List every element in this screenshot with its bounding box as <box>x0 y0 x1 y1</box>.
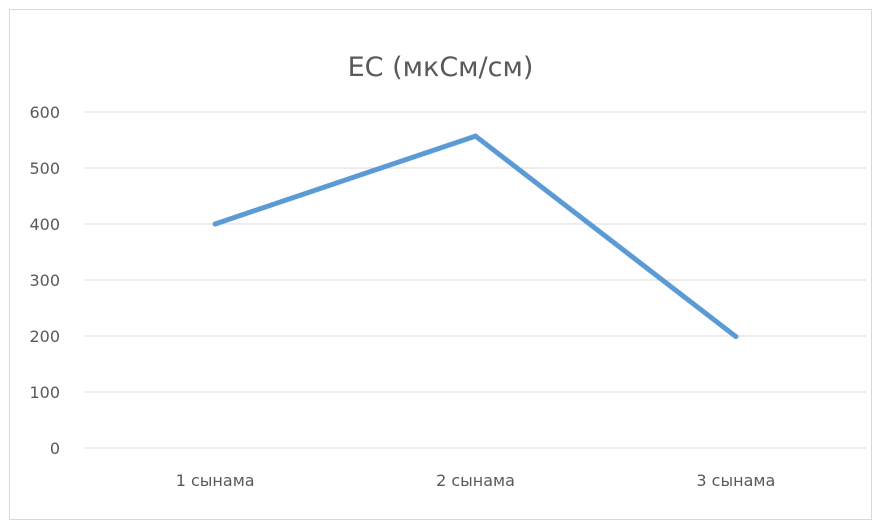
y-tick-label-400: 400 <box>29 215 60 234</box>
data-point-1 <box>212 221 218 227</box>
series-layer <box>212 133 739 340</box>
y-tick-label-600: 600 <box>29 103 60 122</box>
y-tick-label-300: 300 <box>29 271 60 290</box>
data-point-3 <box>733 334 739 340</box>
chart-area: EC (мкСм/см) <box>9 9 872 520</box>
y-tick-label-500: 500 <box>29 159 60 178</box>
y-tick-label-0: 0 <box>50 439 60 458</box>
x-tick-label-2: 2 сынама <box>436 471 515 490</box>
chart-title: EC (мкСм/см) <box>347 52 534 83</box>
y-tick-label-100: 100 <box>29 383 60 402</box>
gridlines <box>85 111 866 449</box>
x-axis-tick-labels: 1 сынама 2 сынама 3 сынама <box>176 471 776 490</box>
series-line-1 <box>212 133 739 340</box>
x-tick-label-3: 3 сынама <box>696 471 775 490</box>
y-tick-label-200: 200 <box>29 327 60 346</box>
data-point-2 <box>473 133 478 139</box>
y-axis-tick-labels: 0 100 200 300 400 500 600 <box>29 103 60 458</box>
x-tick-label-1: 1 сынама <box>176 471 255 490</box>
